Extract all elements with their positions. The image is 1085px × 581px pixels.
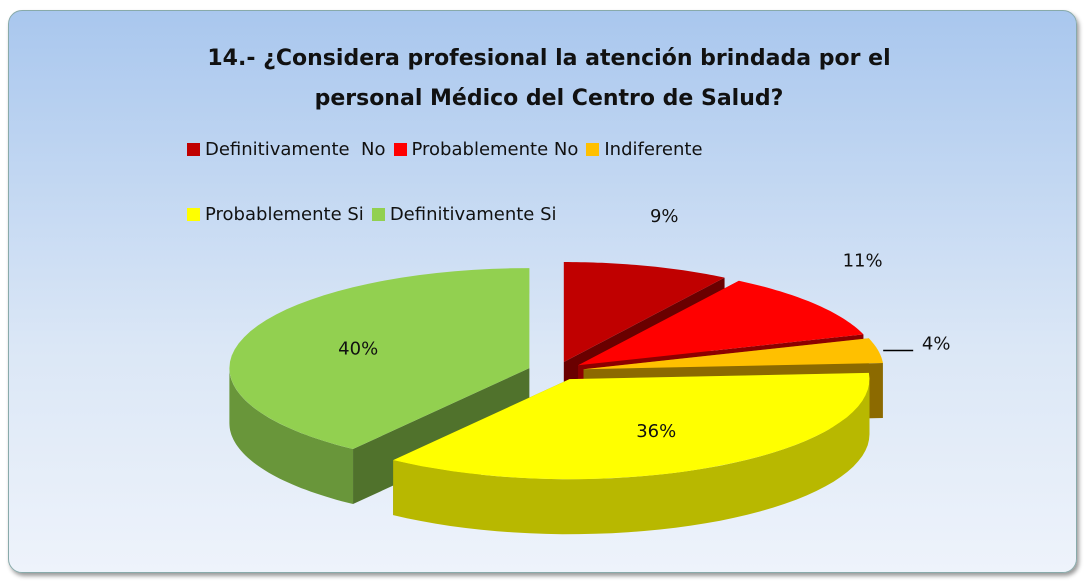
- data-label: 11%: [843, 251, 883, 272]
- slice: [393, 372, 870, 480]
- chart-title: 14.- ¿Considera profesional la atención …: [207, 46, 891, 111]
- legend-swatch: [187, 143, 200, 156]
- legend-label: Definitivamente Si: [389, 204, 557, 225]
- legend-label: Indiferente: [604, 139, 703, 160]
- legend-label: Probablemente No: [411, 139, 579, 160]
- legend-item: Definitivamente No: [187, 139, 386, 160]
- slice-wall: [229, 368, 353, 504]
- data-label: 4%: [922, 334, 951, 355]
- chart: 14.- ¿Considera profesional la atención …: [8, 10, 1077, 573]
- slice: [578, 280, 864, 366]
- legend-label: Definitivamente No: [205, 139, 386, 160]
- legend-swatch: [586, 143, 600, 156]
- legend: Definitivamente No Probablemente No Indife…: [187, 139, 867, 225]
- slice-wall: [393, 379, 870, 535]
- slice: [563, 262, 725, 363]
- legend-swatch: [187, 208, 200, 221]
- legend-item: Indiferente: [586, 139, 703, 160]
- plot: 9% 11% 4% 36% 40%: [229, 206, 951, 535]
- data-label: 36%: [636, 421, 676, 442]
- legend-swatch: [371, 208, 385, 221]
- legend-item: Definitivamente Si: [371, 204, 557, 225]
- legend-label: Probablemente Si: [205, 204, 364, 225]
- legend-item: Probablemente No: [393, 139, 579, 160]
- data-label: 9%: [650, 206, 679, 227]
- slice: [583, 338, 883, 370]
- data-label: 40%: [338, 339, 378, 360]
- legend-swatch: [393, 143, 407, 156]
- slice: [229, 268, 530, 449]
- legend-item: Probablemente Si: [187, 204, 364, 225]
